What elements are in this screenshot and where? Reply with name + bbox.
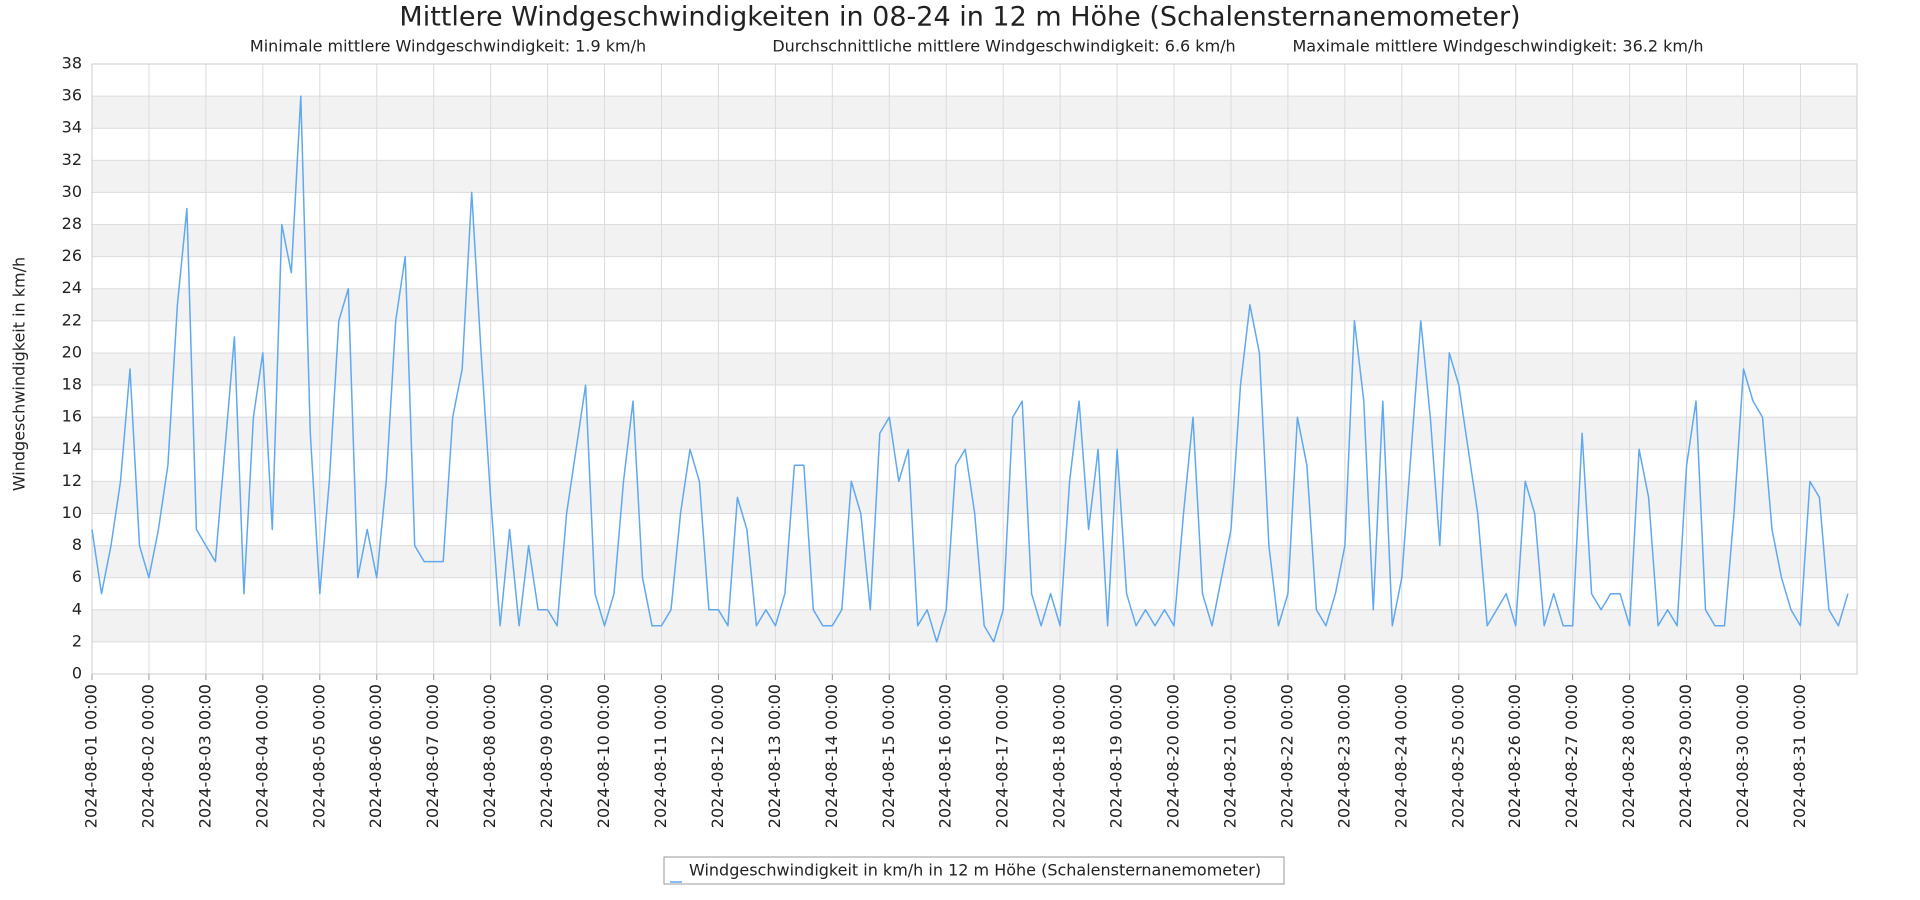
x-tick-label: 2024-08-10 00:00: [594, 684, 613, 828]
x-tick-label: 2024-08-12 00:00: [708, 684, 727, 828]
x-tick-label: 2024-08-27 00:00: [1562, 684, 1581, 828]
x-tick-label: 2024-08-28 00:00: [1619, 684, 1638, 828]
y-tick-label: 12: [62, 471, 82, 490]
y-axis-label: Windgeschwindigkeit in km/h: [10, 257, 29, 491]
x-tick-label: 2024-08-17 00:00: [993, 684, 1012, 828]
x-tick-label: 2024-08-18 00:00: [1050, 684, 1069, 828]
x-tick-label: 2024-08-29 00:00: [1676, 684, 1695, 828]
x-tick-label: 2024-08-22 00:00: [1277, 684, 1296, 828]
y-tick-label: 30: [62, 182, 82, 201]
x-tick-label: 2024-08-16 00:00: [936, 684, 955, 828]
grid-band: [92, 224, 1857, 257]
x-tick-label: 2024-08-15 00:00: [879, 684, 898, 828]
y-tick-label: 16: [62, 407, 82, 426]
x-tick-label: 2024-08-03 00:00: [195, 684, 214, 828]
x-tick-label: 2024-08-02 00:00: [138, 684, 157, 828]
y-tick-label: 20: [62, 342, 82, 361]
grid-band: [92, 96, 1857, 129]
y-tick-label: 10: [62, 503, 82, 522]
y-tick-label: 38: [62, 54, 82, 73]
y-tick-label: 34: [62, 118, 82, 137]
x-tick-label: 2024-08-11 00:00: [651, 684, 670, 828]
y-tick-label: 22: [62, 310, 82, 329]
grid-band: [92, 288, 1857, 321]
x-tick-label: 2024-08-26 00:00: [1505, 684, 1524, 828]
plot-frame: [91, 63, 1858, 675]
y-tick-label: 6: [72, 567, 82, 586]
data-line: [91, 95, 1849, 643]
y-tick-label: 14: [62, 439, 82, 458]
x-tick-label: 2024-08-13 00:00: [765, 684, 784, 828]
grid-band: [92, 609, 1857, 642]
chart-subtitle: Minimale mittlere Windgeschwindigkeit: 1…: [250, 37, 646, 56]
legend: [663, 856, 1285, 885]
y-tick-label: 18: [62, 375, 82, 394]
x-tick-label: 2024-08-09 00:00: [537, 684, 556, 828]
x-tick-label: 2024-08-07 00:00: [423, 684, 442, 828]
y-tick-label: 28: [62, 214, 82, 233]
x-tick-label: 2024-08-01 00:00: [82, 684, 101, 828]
y-tick-label: 2: [72, 631, 82, 650]
y-tick-label: 32: [62, 150, 82, 169]
grid-band: [92, 160, 1857, 193]
x-tick-label: 2024-08-23 00:00: [1334, 684, 1353, 828]
y-tick-label: 4: [72, 599, 82, 618]
x-tick-label: 2024-08-08 00:00: [480, 684, 499, 828]
x-tick-label: 2024-08-04 00:00: [252, 684, 271, 828]
x-tick-label: 2024-08-05 00:00: [309, 684, 328, 828]
grid-band: [92, 352, 1857, 386]
grid-band: [92, 417, 1857, 450]
x-tick-label: 2024-08-14 00:00: [822, 684, 841, 828]
x-tick-label: 2024-08-25 00:00: [1448, 684, 1467, 828]
x-tick-label: 2024-08-19 00:00: [1107, 684, 1126, 828]
x-tick-label: 2024-08-30 00:00: [1733, 684, 1752, 828]
grid-band: [92, 545, 1857, 578]
y-tick-label: 0: [72, 664, 82, 683]
chart-subtitle: Durchschnittliche mittlere Windgeschwind…: [772, 37, 1235, 56]
y-tick-label: 26: [62, 246, 82, 265]
y-tick-label: 8: [72, 535, 82, 554]
legend-label: Windgeschwindigkeit in km/h in 12 m Höhe…: [689, 861, 1261, 880]
x-tick-label: 2024-08-24 00:00: [1391, 684, 1410, 828]
y-tick-label: 36: [62, 86, 82, 105]
y-tick-label: 24: [62, 278, 82, 297]
x-tick-label: 2024-08-20 00:00: [1164, 684, 1183, 828]
x-tick-label: 2024-08-06 00:00: [366, 684, 385, 828]
chart-title: Mittlere Windgeschwindigkeiten in 08-24 …: [399, 2, 1520, 33]
x-tick-label: 2024-08-31 00:00: [1790, 684, 1809, 828]
x-tick-label: 2024-08-21 00:00: [1220, 684, 1239, 828]
chart-subtitle: Maximale mittlere Windgeschwindigkeit: 3…: [1292, 37, 1703, 56]
